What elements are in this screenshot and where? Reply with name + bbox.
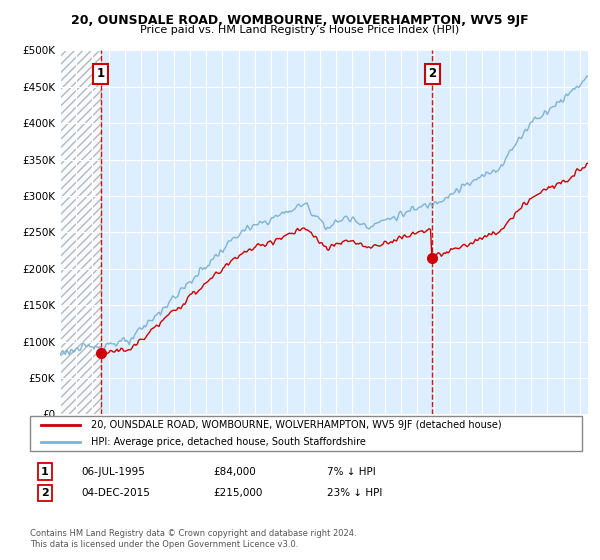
Text: 04-DEC-2015: 04-DEC-2015 [81, 488, 150, 498]
Text: HPI: Average price, detached house, South Staffordshire: HPI: Average price, detached house, Sout… [91, 437, 365, 447]
Text: 20, OUNSDALE ROAD, WOMBOURNE, WOLVERHAMPTON, WV5 9JF (detached house): 20, OUNSDALE ROAD, WOMBOURNE, WOLVERHAMP… [91, 420, 502, 430]
FancyBboxPatch shape [30, 416, 582, 451]
Text: Price paid vs. HM Land Registry’s House Price Index (HPI): Price paid vs. HM Land Registry’s House … [140, 25, 460, 35]
Text: 1: 1 [97, 67, 105, 80]
Text: 2: 2 [428, 67, 436, 80]
Text: Contains HM Land Registry data © Crown copyright and database right 2024.
This d: Contains HM Land Registry data © Crown c… [30, 529, 356, 549]
Text: 23% ↓ HPI: 23% ↓ HPI [327, 488, 382, 498]
Text: 2: 2 [41, 488, 49, 498]
Text: 20, OUNSDALE ROAD, WOMBOURNE, WOLVERHAMPTON, WV5 9JF: 20, OUNSDALE ROAD, WOMBOURNE, WOLVERHAMP… [71, 14, 529, 27]
Text: £84,000: £84,000 [213, 466, 256, 477]
Text: £215,000: £215,000 [213, 488, 262, 498]
Text: 7% ↓ HPI: 7% ↓ HPI [327, 466, 376, 477]
Text: 1: 1 [41, 466, 49, 477]
Text: 06-JUL-1995: 06-JUL-1995 [81, 466, 145, 477]
